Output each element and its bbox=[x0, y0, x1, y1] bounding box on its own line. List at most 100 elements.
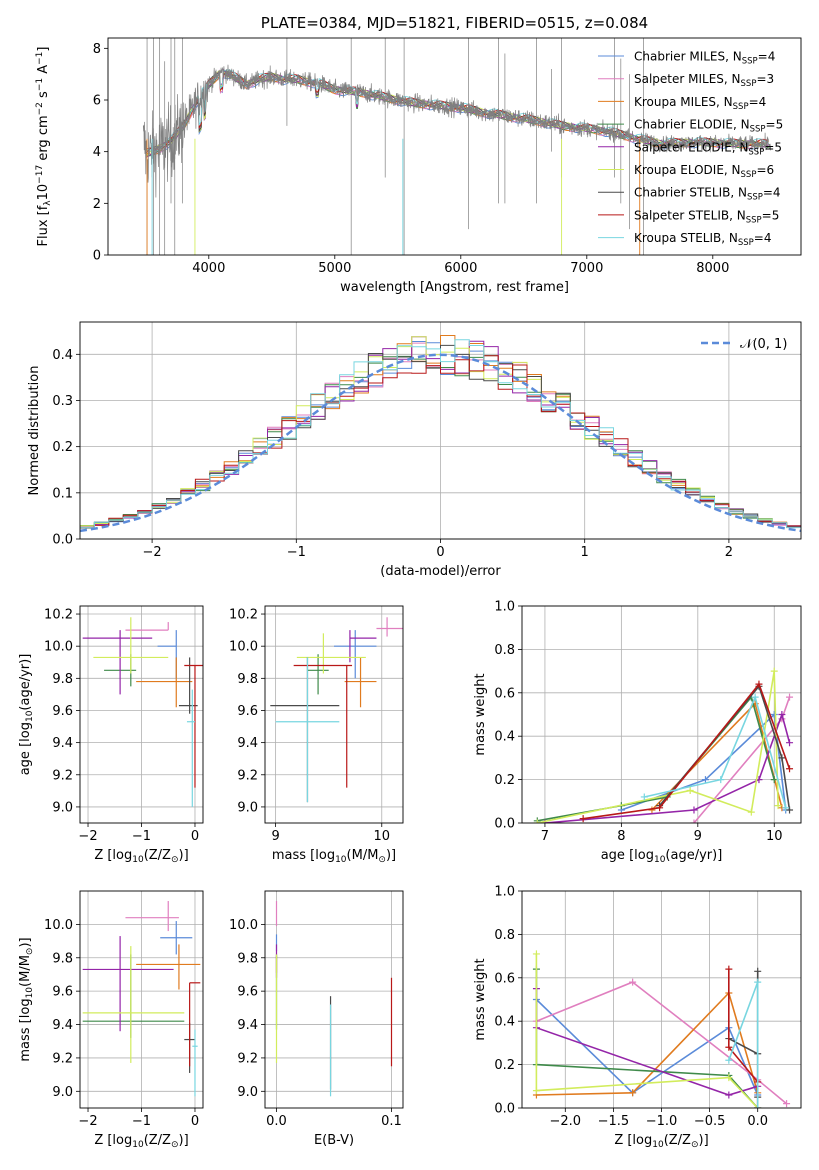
y-tick-label: 0.4 bbox=[494, 1015, 515, 1030]
weight-marker-kroupa_elodie bbox=[532, 1087, 540, 1095]
weight-marker-chabrier_stelib bbox=[778, 754, 786, 762]
panel-mass_vs_Z: −2 −1 0 9.0 9.2 9.4 9.6 9.8 10.0 Z [log10(Z/Z⊙)] m… bbox=[18, 890, 204, 1150]
x-tick-label: 0.0 bbox=[747, 1114, 768, 1129]
x-tick-label: −2 bbox=[78, 1114, 97, 1129]
y-tick-label: 10.0 bbox=[229, 918, 258, 933]
y-tick-label: 0.6 bbox=[494, 971, 515, 986]
x-tick-label: −1 bbox=[287, 545, 306, 560]
legend-label-normal: 𝒩(0, 1) bbox=[740, 337, 787, 352]
y-axis-label: mass [log10(M/M⊙)] bbox=[18, 937, 35, 1061]
x-tick-label: 9 bbox=[271, 829, 279, 844]
plot-area bbox=[275, 901, 393, 1097]
weight-line-chabrier_elodie bbox=[537, 695, 775, 822]
y-tick-label: 9.8 bbox=[237, 951, 258, 966]
x-tick-label: −2 bbox=[78, 829, 97, 844]
chart-title: PLATE=0384, MJD=51821, FIBERID=0515, z=0… bbox=[261, 14, 648, 32]
y-tick-label: 10.0 bbox=[44, 640, 73, 655]
y-tick-label: 9.2 bbox=[237, 1051, 258, 1066]
weight-marker-salpeter_elodie bbox=[778, 711, 786, 718]
error-bar-kroupa_miles bbox=[136, 657, 193, 708]
error-bar-salpeter_miles bbox=[125, 901, 179, 932]
error-bar-kroupa_elodie bbox=[93, 617, 169, 674]
legend-label-chabrier_stelib: Chabrier STELIB, NSSP=4 bbox=[634, 186, 781, 203]
error-bar-kroupa_stelib bbox=[192, 1029, 198, 1097]
weight-line-chabrier_miles bbox=[621, 712, 787, 811]
plot-area bbox=[533, 667, 794, 823]
panel-age_vs_mass: 9 10 9.0 9.2 9.4 9.6 9.8 10.0 10.2 mass [log10(M/… bbox=[229, 605, 404, 865]
weight-marker-salpeter_stelib bbox=[725, 965, 733, 973]
x-tick-label: 6000 bbox=[444, 261, 477, 276]
weight-marker-kroupa_elodie bbox=[686, 786, 694, 794]
y-tick-label: 0.0 bbox=[52, 533, 73, 548]
x-tick-label: 0.0 bbox=[266, 1114, 287, 1129]
x-tick-label: 8 bbox=[617, 829, 625, 844]
x-axis-label: Z [log10(Z/Z⊙)] bbox=[614, 1133, 708, 1150]
x-axis-label: (data-model)/error bbox=[380, 564, 501, 579]
error-bar-salpeter_stelib bbox=[293, 664, 353, 788]
y-tick-label: 0.6 bbox=[494, 686, 515, 701]
panel-weight_vs_age: 7 8 9 10 0.0 0.2 0.4 0.6 0.8 1.0 age [log10(age/yr… bbox=[473, 600, 802, 865]
y-tick-label: 10.0 bbox=[229, 640, 258, 655]
y-tick-label: 0.0 bbox=[494, 817, 515, 832]
axes-frame bbox=[264, 605, 404, 824]
legend-label-salpeter_stelib: Salpeter STELIB, NSSP=5 bbox=[634, 208, 779, 225]
weight-marker-kroupa_stelib bbox=[640, 793, 648, 801]
weight-marker-kroupa_stelib bbox=[717, 776, 725, 784]
y-tick-label: 9.0 bbox=[237, 800, 258, 815]
y-tick-label: 4 bbox=[93, 145, 101, 160]
x-tick-label: 10 bbox=[766, 829, 783, 844]
y-tick-label: 0.1 bbox=[52, 486, 73, 501]
x-tick-label: 0 bbox=[436, 545, 444, 560]
weight-marker-kroupa_elodie bbox=[747, 808, 755, 816]
x-tick-label: 9 bbox=[694, 829, 702, 844]
legend: Chabrier MILES, NSSP=4 Salpeter MILES, NS… bbox=[598, 50, 783, 248]
x-tick-label: −2.0 bbox=[550, 1114, 582, 1129]
weight-marker-kroupa_elodie bbox=[532, 950, 540, 958]
panel-mass_vs_ebv: 0.0 0.1 9.0 9.2 9.4 9.6 9.8 10.0 E(B-V) bbox=[229, 890, 404, 1148]
error-bar-chabrier_stelib bbox=[270, 657, 340, 803]
x-tick-label: −0.5 bbox=[694, 1114, 726, 1129]
error-bar-salpeter_miles bbox=[376, 617, 403, 637]
x-axis-label: Z [log10(Z/Z⊙)] bbox=[94, 1133, 188, 1150]
error-bar-chabrier_miles bbox=[157, 630, 177, 679]
plot-area bbox=[80, 335, 801, 533]
weight-marker-salpeter_miles bbox=[786, 693, 794, 701]
axes-frame bbox=[521, 605, 802, 824]
observed-spectrum bbox=[142, 64, 772, 198]
error-bar-kroupa_stelib bbox=[275, 657, 340, 803]
y-tick-label: 0.4 bbox=[494, 730, 515, 745]
y-tick-label: 9.8 bbox=[237, 672, 258, 687]
y-tick-label: 9.4 bbox=[237, 1018, 258, 1033]
weight-line-kroupa_elodie bbox=[537, 670, 779, 823]
error-bar-kroupa_elodie bbox=[82, 946, 185, 1063]
weight-marker-kroupa_miles bbox=[629, 1089, 637, 1097]
y-tick-label: 10.2 bbox=[229, 608, 258, 623]
panel-age_vs_Z: −2 −1 0 9.0 9.2 9.4 9.6 9.8 10.0 10.2 Z [log10(Z/Z… bbox=[18, 605, 204, 865]
y-tick-label: 10.0 bbox=[44, 918, 73, 933]
y-tick-label: 8 bbox=[93, 42, 101, 57]
x-tick-label: 0 bbox=[191, 829, 199, 844]
error-bar-salpeter_stelib bbox=[184, 664, 203, 788]
x-tick-label: 5000 bbox=[318, 261, 351, 276]
weight-line-salpeter_miles bbox=[536, 981, 788, 1105]
y-tick-label: 0.8 bbox=[494, 643, 515, 658]
weight-marker-kroupa_elodie bbox=[725, 1074, 733, 1082]
x-tick-label: 7000 bbox=[570, 261, 603, 276]
x-tick-label: 2 bbox=[725, 545, 733, 560]
y-tick-label: 9.8 bbox=[52, 951, 73, 966]
weight-marker-chabrier_miles bbox=[701, 776, 709, 784]
weight-marker-salpeter_elodie bbox=[690, 806, 698, 814]
weight-marker-salpeter_stelib bbox=[725, 1043, 733, 1051]
error-bar-salpeter_miles bbox=[125, 622, 169, 631]
x-tick-label: −1 bbox=[132, 829, 151, 844]
y-axis-label: Flux [fλ10−17 erg cm−2 s−1 A−1] bbox=[35, 47, 53, 247]
y-tick-label: 0.2 bbox=[52, 440, 73, 455]
error-bar-chabrier_miles bbox=[334, 630, 377, 679]
error-bar-salpeter_stelib bbox=[189, 982, 201, 1067]
weight-marker-salpeter_stelib bbox=[656, 804, 664, 812]
y-tick-label: 9.6 bbox=[52, 985, 73, 1000]
y-tick-label: 9.4 bbox=[52, 736, 73, 751]
weight-marker-salpeter_miles bbox=[629, 978, 637, 986]
error-bar-chabrier_elodie bbox=[82, 954, 185, 1038]
